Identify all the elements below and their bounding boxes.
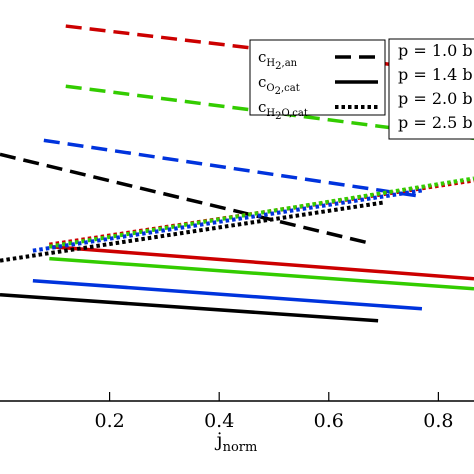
pressure-legend-label: p = 1.0 b <box>398 41 473 60</box>
x-tick-label: 0.6 <box>314 410 344 432</box>
series-line-blue-dashed <box>43 138 423 199</box>
pressure-legend-label: p = 2.0 b <box>398 89 473 108</box>
series-line-blue-solid <box>32 278 423 311</box>
series-line-green-solid <box>49 256 474 291</box>
pressure-legend-label: p = 1.4 b <box>398 65 473 84</box>
series-line-green-dotted <box>49 176 474 249</box>
x-ticks: 0.2 0.4 0.6 0.8 <box>94 392 453 432</box>
series-line-black-dashed <box>0 152 368 245</box>
pressure-legend-box <box>388 38 474 140</box>
style-legend-label: cH2,an <box>258 48 298 72</box>
series-line-blue-dotted <box>32 188 423 253</box>
style-legend-box <box>249 39 386 116</box>
x-tick-label: 0.2 <box>94 410 124 432</box>
series-line-red-solid <box>49 244 474 281</box>
pressure-legend-label: p = 2.5 b <box>398 113 473 132</box>
x-axis-label: jnorm <box>215 429 258 455</box>
x-tick-label: 0.4 <box>204 410 234 432</box>
x-tick-label: 0.8 <box>423 410 453 432</box>
style-legend-label: cO2,cat <box>258 73 300 97</box>
series-line-black-solid <box>0 292 379 323</box>
series-line-black-dotted <box>0 200 384 263</box>
pressure-legend: p = 1.0 b p = 1.4 b p = 2.0 b p = 2.5 b <box>388 38 474 140</box>
style-legend-label: cH2O,cat <box>258 98 308 122</box>
